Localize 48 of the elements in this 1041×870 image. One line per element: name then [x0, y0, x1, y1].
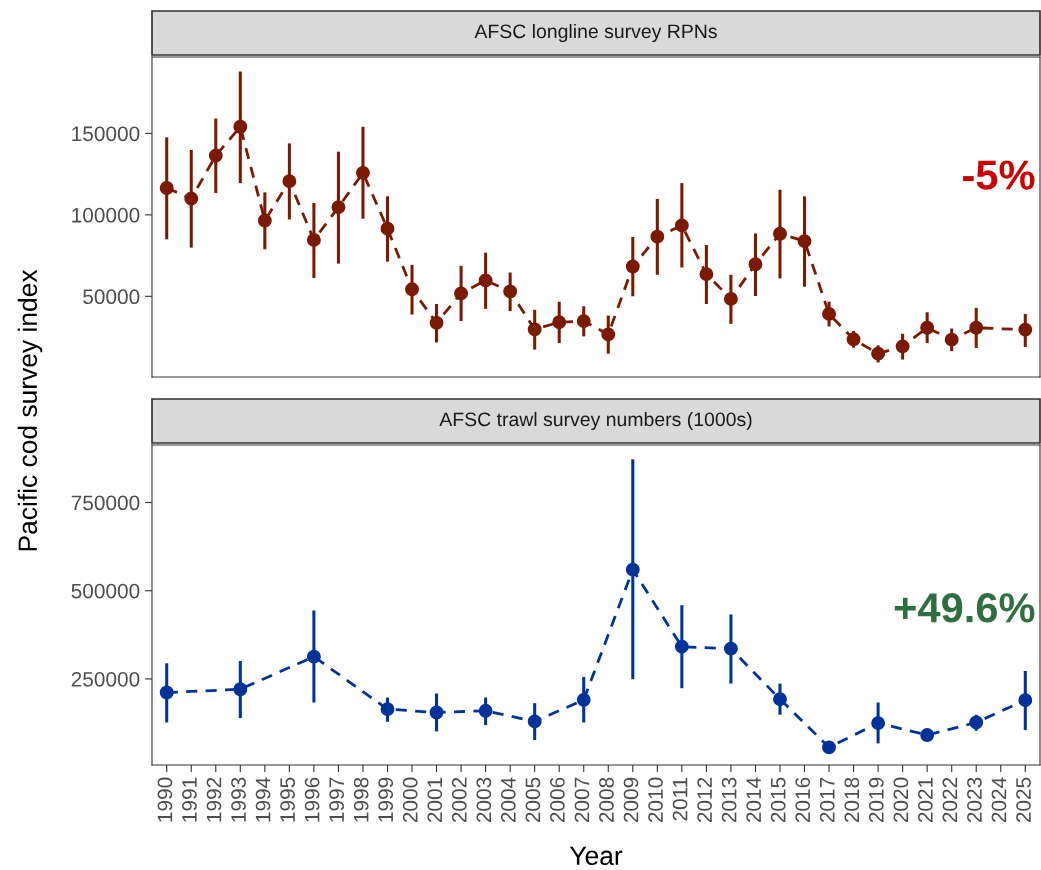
- x-tick-label: 2024: [991, 777, 1007, 823]
- chart-title: AFSC trawl survey numbers (1000s): [439, 411, 752, 431]
- x-tick-label: 2021: [918, 777, 933, 823]
- y-tick-label: 50000: [83, 289, 140, 305]
- x-tick-label: 2022: [942, 777, 958, 823]
- y-tick-label: 750000: [71, 495, 140, 511]
- x-tick-label: 1995: [280, 777, 295, 822]
- x-tick-label: 2012: [697, 777, 712, 823]
- x-tick-label: 2023: [967, 777, 982, 823]
- x-tick-label: 2003: [476, 777, 492, 823]
- x-tick-label: 2025: [1016, 777, 1031, 823]
- chart-title: AFSC longline survey RPNs: [474, 23, 717, 43]
- x-tick-label: 2004: [500, 777, 516, 823]
- x-tick-label: 2017: [819, 777, 835, 823]
- x-tick-label: 2014: [746, 777, 762, 823]
- x-tick-label: 2010: [648, 777, 663, 823]
- y-tick-label: 500000: [71, 583, 140, 599]
- x-tick-label: 2013: [721, 777, 737, 823]
- x-tick-label: 1992: [206, 777, 222, 822]
- annotation: +49.6%: [894, 593, 1035, 623]
- x-tick-label: 1994: [255, 777, 271, 822]
- y-tick-label: 250000: [71, 671, 140, 687]
- x-tick-label: 1999: [378, 777, 394, 822]
- x-tick-label: 1993: [231, 777, 246, 822]
- x-tick-label: 1998: [353, 777, 369, 822]
- x-tick-label: 2000: [402, 777, 418, 823]
- x-tick-label: 1991: [182, 777, 197, 822]
- x-tick-label: 2009: [623, 777, 639, 823]
- x-tick-label: 2007: [574, 777, 590, 823]
- y-tick-label: 100000: [72, 207, 140, 223]
- x-tick-label: 2002: [451, 777, 467, 823]
- x-tick-label: 2001: [427, 777, 443, 823]
- x-axis-title: Year: [569, 846, 623, 866]
- annotation: -5%: [963, 160, 1035, 190]
- y-tick-label: 150000: [72, 126, 140, 142]
- x-tick-label: 1990: [157, 777, 173, 822]
- x-tick-label: 2006: [550, 777, 565, 823]
- x-tick-label: 2018: [844, 777, 860, 823]
- x-tick-label: 2015: [770, 777, 786, 823]
- x-tick-label: 2008: [599, 777, 614, 823]
- x-tick-label: 1996: [304, 777, 320, 822]
- x-tick-label: 2019: [868, 777, 884, 823]
- x-tick-label: 2016: [795, 777, 811, 823]
- x-tick-label: 1997: [329, 777, 345, 822]
- y-axis-title: Pacific cod survey index: [17, 269, 43, 551]
- x-tick-label: 2011: [672, 777, 688, 821]
- x-tick-label: 2020: [893, 777, 909, 823]
- x-tick-label: 2005: [525, 777, 541, 823]
